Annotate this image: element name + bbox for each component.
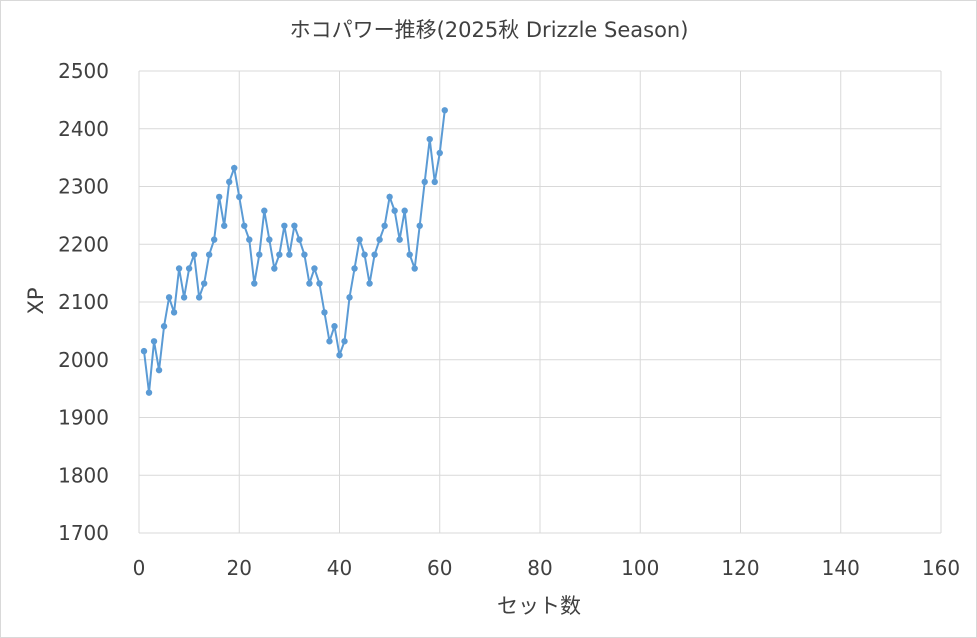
data-point <box>396 236 403 243</box>
data-point <box>321 309 328 316</box>
data-point <box>286 251 293 258</box>
data-point <box>281 222 288 229</box>
chart-title: ホコパワー推移(2025秋 Drizzle Season) <box>290 18 689 42</box>
data-point <box>326 338 333 345</box>
y-tick-label: 2100 <box>58 290 109 314</box>
data-point <box>381 222 388 229</box>
x-tick-label: 160 <box>922 556 960 580</box>
data-point <box>160 323 168 330</box>
y-tick-label: 2200 <box>58 232 109 256</box>
y-tick-label: 1900 <box>58 406 109 430</box>
data-point <box>226 178 233 186</box>
data-point <box>401 207 408 214</box>
x-axis-title: セット数 <box>497 594 581 618</box>
data-point <box>140 347 148 355</box>
grid <box>138 70 942 534</box>
data-point <box>236 193 243 201</box>
data-point <box>165 294 173 301</box>
series <box>140 107 448 396</box>
data-point <box>301 251 308 258</box>
x-tick-label: 80 <box>527 556 552 580</box>
data-point <box>351 265 358 272</box>
data-point <box>331 323 338 330</box>
y-tick-label: 2000 <box>58 348 109 372</box>
data-point <box>170 309 178 316</box>
data-point <box>406 251 413 258</box>
data-point <box>341 338 348 345</box>
data-point <box>296 236 303 243</box>
y-axis-ticks: 2500 2400 2300 2200 2100 2000 1900 1800 1700 <box>58 59 109 545</box>
data-point <box>241 222 248 229</box>
data-point <box>416 222 423 229</box>
x-tick-label: 0 <box>133 556 146 580</box>
x-axis-ticks: 0 20 40 60 80 100 120 140 160 <box>133 556 960 580</box>
data-point <box>271 265 278 272</box>
data-point <box>276 251 283 258</box>
data-point <box>150 338 158 345</box>
data-point <box>316 280 323 287</box>
data-point <box>436 149 443 157</box>
data-point <box>291 222 298 229</box>
data-point <box>441 107 448 114</box>
y-tick-label: 1800 <box>58 463 109 487</box>
x-tick-label: 40 <box>327 556 352 580</box>
data-point <box>190 251 198 258</box>
x-tick-label: 60 <box>427 556 452 580</box>
y-tick-label: 2400 <box>58 117 109 141</box>
data-point <box>231 164 238 172</box>
x-tick-label: 120 <box>721 556 759 580</box>
data-point <box>180 294 188 301</box>
data-point <box>155 366 163 374</box>
data-point <box>261 207 268 214</box>
x-tick-label: 140 <box>822 556 860 580</box>
data-point <box>221 222 228 229</box>
data-point <box>371 251 378 258</box>
x-tick-label: 20 <box>227 556 252 580</box>
data-point <box>266 236 273 243</box>
data-point <box>346 294 353 301</box>
x-tick-label: 100 <box>621 556 659 580</box>
series-line <box>143 110 446 393</box>
data-point <box>336 351 343 359</box>
data-point <box>210 236 218 243</box>
data-point <box>391 207 398 214</box>
data-point <box>175 265 183 272</box>
y-tick-label: 1700 <box>58 521 109 545</box>
data-point <box>386 193 393 201</box>
data-point <box>376 236 383 243</box>
data-point <box>426 135 433 143</box>
data-point <box>306 280 313 287</box>
data-point <box>366 280 373 287</box>
data-point <box>411 265 418 272</box>
data-point <box>200 280 208 287</box>
y-axis-title: XP <box>24 287 48 314</box>
y-tick-label: 2300 <box>58 175 109 199</box>
data-point <box>185 265 193 272</box>
data-point <box>311 265 318 272</box>
data-point <box>356 236 363 243</box>
data-point <box>431 178 438 186</box>
data-point <box>361 251 368 258</box>
data-point <box>195 294 203 301</box>
data-point <box>216 193 223 201</box>
y-tick-label: 2500 <box>58 59 109 83</box>
data-point <box>205 251 213 258</box>
data-point <box>246 236 253 243</box>
data-point <box>421 178 428 186</box>
data-point <box>256 251 263 258</box>
data-point <box>145 389 153 396</box>
data-point <box>251 280 258 287</box>
